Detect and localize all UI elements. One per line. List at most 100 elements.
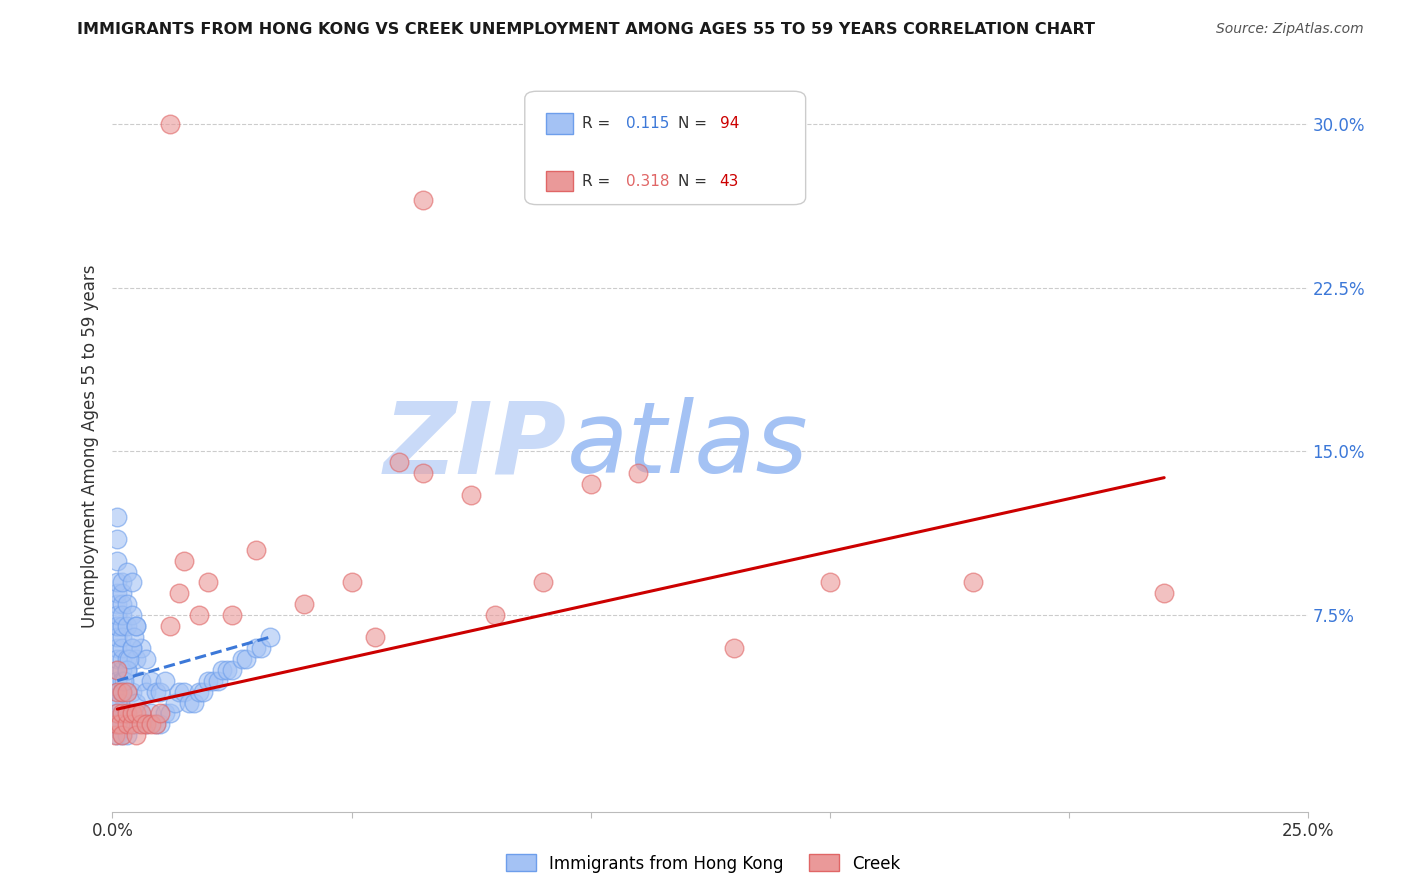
Point: [105, 640, 128, 655]
Point: [169, 684, 191, 698]
Point: [105, 619, 128, 633]
Point: [108, 696, 131, 710]
Point: [139, 717, 162, 731]
Text: N =: N =: [678, 174, 711, 189]
Point: [105, 684, 128, 698]
Text: R =: R =: [582, 116, 616, 131]
Point: [159, 619, 181, 633]
Point: [105, 608, 128, 623]
Point: [115, 565, 138, 579]
Text: 0.115: 0.115: [627, 116, 669, 131]
Point: [115, 706, 138, 721]
Point: [221, 608, 243, 623]
Point: [115, 684, 138, 698]
Point: [115, 717, 138, 731]
Point: [531, 575, 554, 590]
Point: [111, 586, 134, 600]
Point: [118, 652, 141, 666]
Point: [121, 684, 143, 698]
Point: [340, 575, 363, 590]
Point: [105, 728, 128, 742]
Point: [173, 684, 195, 698]
Point: [145, 717, 167, 731]
Point: [115, 597, 138, 611]
Point: [121, 640, 143, 655]
Point: [627, 467, 650, 481]
Text: IMMIGRANTS FROM HONG KONG VS CREEK UNEMPLOYMENT AMONG AGES 55 TO 59 YEARS CORREL: IMMIGRANTS FROM HONG KONG VS CREEK UNEMP…: [77, 22, 1095, 37]
Point: [121, 640, 143, 655]
Point: [169, 586, 191, 600]
Point: [111, 728, 134, 742]
Point: [159, 706, 181, 721]
Point: [129, 706, 152, 721]
Text: Source: ZipAtlas.com: Source: ZipAtlas.com: [1216, 22, 1364, 37]
Point: [149, 684, 172, 698]
FancyBboxPatch shape: [524, 91, 806, 204]
Point: [105, 619, 128, 633]
Point: [135, 684, 157, 698]
Point: [149, 717, 172, 731]
Point: [159, 117, 181, 131]
Point: [388, 455, 411, 469]
Point: [111, 728, 134, 742]
Point: [121, 717, 143, 731]
Bar: [547, 171, 572, 192]
Point: [115, 706, 138, 721]
Text: ZIP: ZIP: [384, 398, 567, 494]
Point: [163, 696, 186, 710]
Point: [173, 554, 195, 568]
Point: [207, 673, 229, 688]
Point: [292, 597, 315, 611]
Point: [183, 696, 205, 710]
Point: [201, 673, 224, 688]
Point: [105, 575, 128, 590]
Point: [121, 717, 143, 731]
Point: [249, 640, 271, 655]
Point: [135, 717, 157, 731]
Point: [105, 706, 128, 721]
Bar: [547, 113, 572, 134]
Point: [217, 663, 239, 677]
Point: [177, 696, 200, 710]
Point: [111, 673, 134, 688]
Point: [135, 652, 157, 666]
Point: [125, 706, 148, 721]
Legend: Immigrants from Hong Kong, Creek: Immigrants from Hong Kong, Creek: [499, 847, 907, 880]
Point: [114, 673, 135, 688]
Point: [460, 488, 482, 502]
Point: [187, 608, 209, 623]
Point: [235, 652, 257, 666]
Point: [105, 717, 128, 731]
Point: [121, 706, 143, 721]
Point: [105, 597, 128, 611]
Point: [104, 717, 127, 731]
Text: 94: 94: [720, 116, 740, 131]
Point: [111, 630, 134, 644]
Point: [231, 652, 253, 666]
Point: [111, 684, 134, 698]
Point: [115, 619, 138, 633]
Text: R =: R =: [582, 174, 616, 189]
Point: [1153, 586, 1175, 600]
Text: 0.318: 0.318: [627, 174, 669, 189]
Point: [121, 575, 143, 590]
Point: [115, 663, 138, 677]
Point: [105, 586, 128, 600]
Point: [125, 728, 148, 742]
Point: [105, 706, 128, 721]
Y-axis label: Unemployment Among Ages 55 to 59 years: Unemployment Among Ages 55 to 59 years: [80, 264, 98, 628]
Point: [105, 684, 128, 698]
Point: [197, 673, 219, 688]
Point: [187, 684, 209, 698]
Point: [129, 706, 152, 721]
Point: [105, 663, 128, 677]
Point: [121, 608, 143, 623]
Point: [364, 630, 387, 644]
Point: [245, 542, 267, 557]
Point: [105, 663, 128, 677]
Point: [125, 652, 148, 666]
Point: [129, 673, 152, 688]
Point: [125, 696, 148, 710]
Point: [115, 652, 138, 666]
Point: [111, 663, 134, 677]
